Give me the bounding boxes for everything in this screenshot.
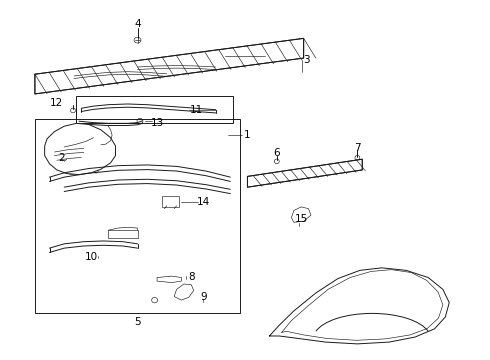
Text: 11: 11	[190, 105, 203, 115]
Bar	[162, 196, 179, 207]
Polygon shape	[174, 284, 194, 300]
Polygon shape	[157, 276, 181, 283]
Text: 5: 5	[134, 317, 141, 327]
Polygon shape	[45, 123, 116, 175]
Text: 9: 9	[200, 292, 207, 302]
Text: 12: 12	[50, 98, 64, 108]
Text: 10: 10	[84, 252, 98, 262]
Text: 1: 1	[244, 130, 251, 140]
Text: 13: 13	[150, 118, 164, 128]
Polygon shape	[247, 159, 362, 187]
Text: 4: 4	[134, 19, 141, 29]
Polygon shape	[35, 39, 304, 94]
Polygon shape	[292, 207, 311, 222]
Text: 3: 3	[303, 55, 309, 65]
Text: 8: 8	[188, 272, 195, 282]
Text: 2: 2	[58, 153, 65, 163]
Text: 7: 7	[354, 143, 361, 153]
Bar	[76, 96, 233, 123]
Text: 15: 15	[294, 215, 308, 224]
Bar	[35, 119, 240, 313]
Text: 6: 6	[273, 148, 280, 158]
Bar	[108, 230, 138, 238]
Text: 14: 14	[197, 197, 210, 207]
